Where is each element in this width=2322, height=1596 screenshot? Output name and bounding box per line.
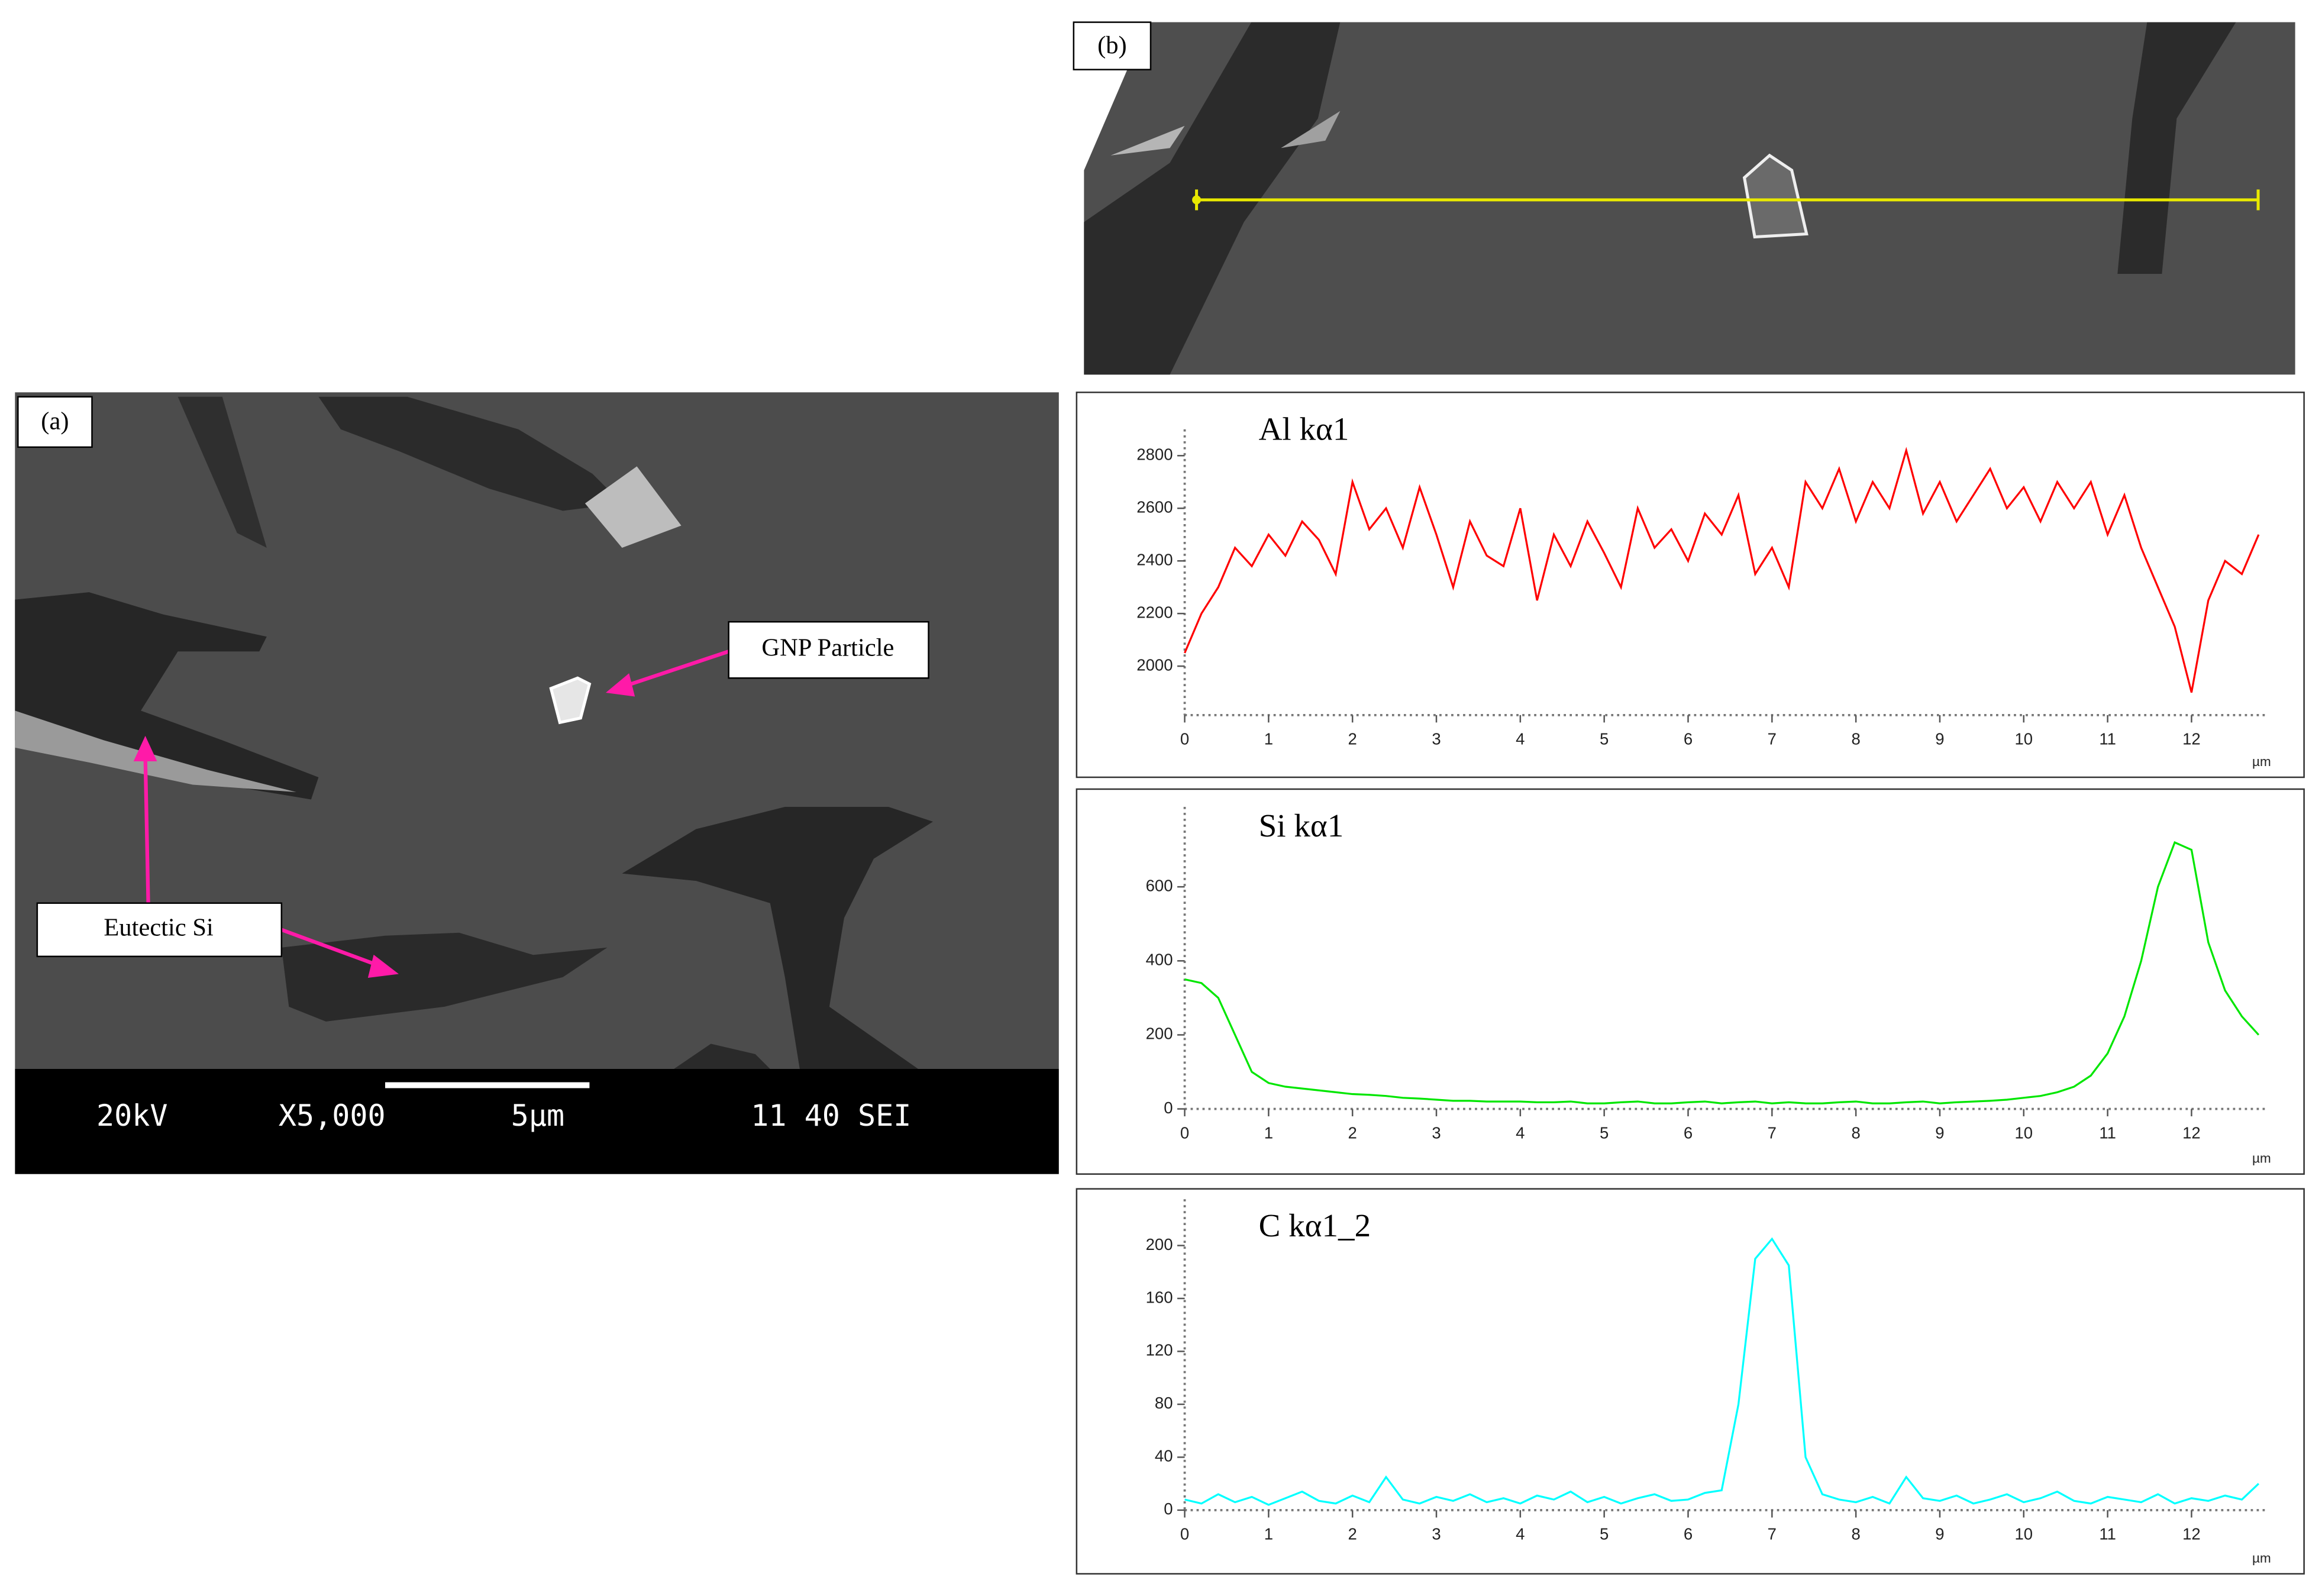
- x-tick-label: 3: [1432, 1525, 1441, 1543]
- x-tick-label: 3: [1432, 730, 1441, 748]
- y-tick-label: 400: [1146, 951, 1173, 969]
- y-tick-label: 200: [1146, 1025, 1173, 1043]
- x-tick-label: 12: [2182, 1123, 2201, 1142]
- x-axis-label: µm: [2252, 754, 2271, 769]
- x-tick-label: 11: [2099, 1525, 2116, 1543]
- x-tick-label: 8: [1851, 730, 1860, 748]
- x-tick-label: 9: [1935, 730, 1944, 748]
- chart-frame: [1076, 391, 2305, 778]
- info-text: 11 40 SEI: [751, 1099, 911, 1133]
- y-tick-label: 2600: [1136, 498, 1173, 516]
- chart-title: C kα1_2: [1259, 1207, 1371, 1243]
- x-tick-label: 7: [1768, 730, 1777, 748]
- x-tick-label: 11: [2099, 730, 2116, 748]
- sem-image-a: [15, 392, 1059, 1174]
- x-tick-label: 7: [1768, 1123, 1777, 1142]
- x-tick-label: 8: [1851, 1525, 1860, 1543]
- line-series: [1184, 1237, 2260, 1506]
- x-tick-label: 6: [1684, 1525, 1693, 1543]
- x-tick-label: 2: [1348, 730, 1357, 748]
- x-tick-label: 0: [1180, 1123, 1189, 1142]
- line-series: [1184, 841, 2260, 1104]
- y-tick-label: 40: [1155, 1447, 1173, 1465]
- x-tick-label: 11: [2099, 1123, 2116, 1142]
- chart-title: Si kα1: [1259, 807, 1344, 844]
- x-tick-label: 7: [1768, 1525, 1777, 1543]
- sem-image-b: [1084, 22, 2295, 375]
- x-tick-label: 12: [2182, 1525, 2201, 1543]
- y-tick-label: 80: [1155, 1394, 1173, 1412]
- x-tick-label: 6: [1684, 730, 1693, 748]
- x-tick-label: 1: [1264, 730, 1273, 748]
- annotation: Eutectic Si: [104, 914, 213, 942]
- x-tick-label: 6: [1684, 1123, 1693, 1142]
- x-tick-label: 4: [1516, 1123, 1525, 1142]
- y-tick-label: 120: [1146, 1341, 1173, 1359]
- y-tick-label: 200: [1146, 1235, 1173, 1253]
- x-tick-label: 10: [2014, 1525, 2033, 1543]
- x-tick-label: 10: [2014, 1123, 2033, 1142]
- x-tick-label: 5: [1600, 730, 1609, 748]
- x-tick-label: 9: [1935, 1525, 1944, 1543]
- x-tick-label: 9: [1935, 1123, 1944, 1142]
- chart-frame: [1076, 788, 2305, 1175]
- annotation-box: [728, 621, 929, 679]
- x-tick-label: 4: [1516, 1525, 1525, 1543]
- y-tick-label: 2200: [1136, 603, 1173, 621]
- chart-frame: [1076, 1188, 2305, 1575]
- y-tick-label: 0: [1164, 1500, 1173, 1518]
- info-text: 20kV: [96, 1099, 168, 1133]
- chart-title: Al kα1: [1259, 411, 1349, 447]
- y-tick-label: 600: [1146, 876, 1173, 894]
- x-tick-label: 4: [1516, 730, 1525, 748]
- y-tick-label: 2400: [1136, 550, 1173, 568]
- panel-label-box: [17, 396, 93, 448]
- x-tick-label: 10: [2014, 730, 2033, 748]
- x-tick-label: 2: [1348, 1123, 1357, 1142]
- annotation: GNP Particle: [761, 634, 894, 661]
- panel-label: (a): [41, 408, 69, 435]
- y-tick-label: 2000: [1136, 655, 1173, 674]
- y-tick-label: 0: [1164, 1099, 1173, 1117]
- x-tick-label: 0: [1180, 730, 1189, 748]
- x-axis-label: µm: [2252, 1151, 2271, 1166]
- x-tick-label: 0: [1180, 1525, 1189, 1543]
- panel-label-box: [1073, 21, 1152, 70]
- x-tick-label: 1: [1264, 1525, 1273, 1543]
- x-tick-label: 2: [1348, 1525, 1357, 1543]
- x-tick-label: 5: [1600, 1123, 1609, 1142]
- line-series: [1184, 447, 2260, 693]
- annotation-arrows: [133, 650, 729, 978]
- panel-label: (b): [1097, 31, 1127, 59]
- x-tick-label: 3: [1432, 1123, 1441, 1142]
- annotation-box: [36, 902, 283, 958]
- y-tick-label: 2800: [1136, 445, 1173, 464]
- y-tick-label: 160: [1146, 1288, 1173, 1306]
- x-tick-label: 1: [1264, 1123, 1273, 1142]
- x-tick-label: 5: [1600, 1525, 1609, 1543]
- info-text: X5,000: [279, 1099, 386, 1133]
- x-tick-label: 12: [2182, 730, 2201, 748]
- x-tick-label: 8: [1851, 1123, 1860, 1142]
- info-text: 5µm: [511, 1099, 564, 1133]
- x-axis-label: µm: [2252, 1550, 2271, 1565]
